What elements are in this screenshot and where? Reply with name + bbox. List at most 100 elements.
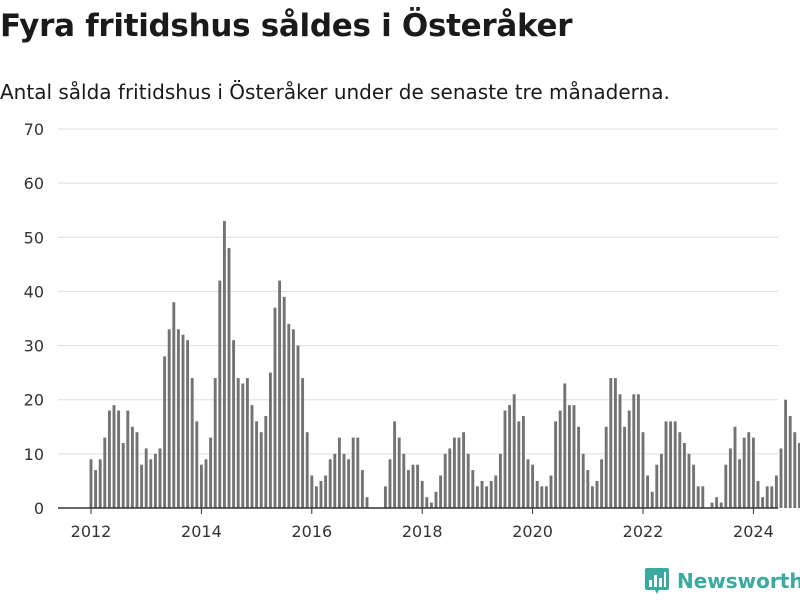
bar	[250, 405, 254, 508]
x-tick-label: 2022	[623, 522, 664, 541]
bar	[383, 486, 387, 508]
bar	[724, 464, 728, 508]
bar	[590, 486, 594, 508]
bar	[572, 405, 576, 508]
bar	[682, 443, 686, 508]
bar	[673, 421, 677, 508]
bar	[462, 432, 466, 508]
bar	[535, 480, 539, 508]
bar	[213, 378, 217, 508]
bar	[701, 486, 705, 508]
x-tick-label: 2014	[181, 522, 222, 541]
bar	[144, 448, 148, 508]
chart-title: Fyra fritidshus såldes i Österåker	[0, 8, 573, 44]
bar	[209, 437, 213, 508]
bar	[103, 437, 107, 508]
bar	[186, 340, 190, 508]
bar	[761, 497, 765, 508]
bar	[360, 470, 364, 508]
bar	[176, 329, 180, 508]
bar	[650, 491, 654, 508]
bar	[581, 453, 585, 508]
x-tick-label: 2012	[71, 522, 112, 541]
bar	[411, 464, 415, 508]
bar	[521, 415, 525, 508]
bar	[512, 394, 516, 508]
bar	[774, 475, 778, 508]
bar	[135, 432, 139, 508]
bar	[356, 437, 360, 508]
bar	[554, 421, 558, 508]
bar	[623, 426, 627, 508]
bar	[595, 480, 599, 508]
bar	[255, 421, 259, 508]
bar	[218, 280, 222, 508]
bar	[544, 486, 548, 508]
y-tick-label: 50	[24, 228, 44, 247]
bar	[733, 426, 737, 508]
bar-chart: 0 10 20 30 40 50 60 70 2012 2014 2016 2018 2020 2022…	[24, 120, 800, 541]
bar	[710, 502, 714, 508]
y-tick-label: 0	[34, 499, 44, 518]
bar	[324, 475, 328, 508]
bar	[393, 421, 397, 508]
bar	[264, 415, 268, 508]
bar	[646, 475, 650, 508]
bar	[692, 464, 696, 508]
bar	[797, 443, 800, 508]
bar	[770, 486, 774, 508]
bar	[268, 372, 272, 508]
bar	[89, 459, 93, 508]
bar	[751, 437, 755, 508]
bar	[305, 432, 309, 508]
bar	[278, 280, 282, 508]
bar	[788, 415, 792, 508]
bar	[245, 378, 249, 508]
bar	[452, 437, 456, 508]
x-tick-label: 2016	[291, 522, 332, 541]
bar	[439, 475, 443, 508]
bar	[659, 453, 663, 508]
chart-subtitle: Antal sålda fritidshus i Österåker under…	[0, 80, 670, 104]
bar	[328, 459, 332, 508]
bar	[420, 480, 424, 508]
y-axis-ticks: 0 10 20 30 40 50 60 70	[24, 120, 44, 518]
bar	[117, 410, 121, 508]
bar	[149, 459, 153, 508]
bar	[558, 410, 562, 508]
bar	[632, 394, 636, 508]
bar	[259, 432, 263, 508]
y-tick-label: 20	[24, 391, 44, 410]
bar	[540, 486, 544, 508]
bar	[600, 459, 604, 508]
bar	[347, 459, 351, 508]
bar	[397, 437, 401, 508]
bar	[687, 453, 691, 508]
bar	[466, 453, 470, 508]
bar	[448, 448, 452, 508]
bar	[485, 486, 489, 508]
bar	[195, 421, 199, 508]
bar	[227, 248, 231, 509]
bar	[204, 459, 208, 508]
bar	[498, 453, 502, 508]
bar	[719, 502, 723, 508]
bar	[282, 296, 286, 508]
bar	[310, 475, 314, 508]
bar	[678, 432, 682, 508]
x-tick-label: 2020	[512, 522, 553, 541]
bar	[696, 486, 700, 508]
bar	[738, 459, 742, 508]
x-tick-label: 2024	[733, 522, 774, 541]
bar	[549, 475, 553, 508]
bar	[181, 334, 185, 508]
bar	[296, 345, 300, 508]
bar	[503, 410, 507, 508]
bar	[742, 437, 746, 508]
bar	[669, 421, 673, 508]
bar	[508, 405, 512, 508]
bar	[784, 399, 788, 508]
bar	[314, 486, 318, 508]
bar	[577, 426, 581, 508]
bar	[112, 405, 116, 508]
